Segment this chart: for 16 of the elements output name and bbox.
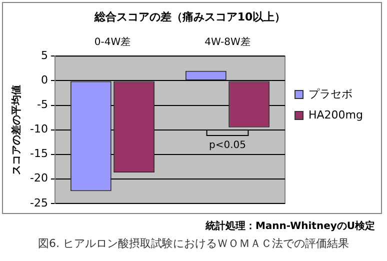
- y-tick-label: -5: [37, 98, 48, 112]
- y-tick-label: -15: [30, 147, 48, 160]
- annotation: p<0.05: [209, 140, 246, 152]
- chart-title: 総合スコアの差（痛みスコア10以上）: [93, 10, 286, 24]
- caption: 図6. ヒアルロン酸摂取試験におけるＷＯＭＡＣ法での評価結果: [37, 236, 350, 251]
- y-tick-label: 5: [40, 49, 48, 62]
- y-tick-label: -25: [30, 196, 48, 210]
- text: 統計処理：Mann-WhitneyのU検定: [204, 219, 376, 233]
- y-tick-label: -20: [30, 172, 48, 185]
- y-axis-title: スコアの差の平均値: [10, 84, 23, 175]
- legend-label: プラセボ: [308, 87, 353, 100]
- x-tick-label: 0-4W差: [94, 36, 131, 48]
- y-tick-label: -10: [30, 122, 48, 136]
- x-tick-label: 4W-8W差: [204, 36, 250, 48]
- y-tick-label: 0: [40, 74, 48, 87]
- legend-label: HA200mg: [308, 108, 364, 122]
